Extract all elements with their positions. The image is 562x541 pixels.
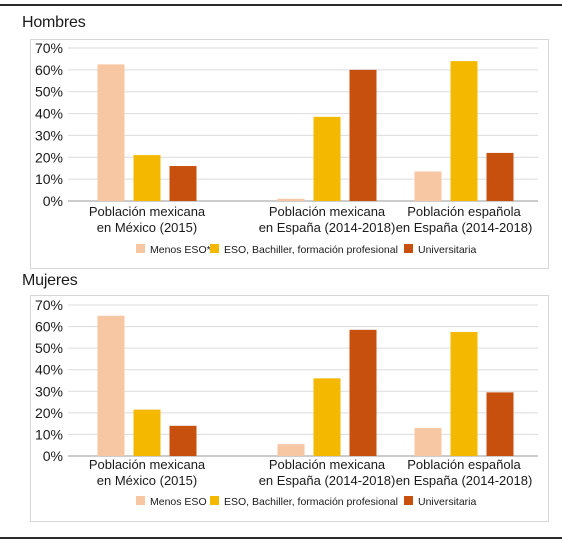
legend-swatch [210,496,219,505]
x-category-label: en España (2014-2018) [396,220,533,235]
chart-title-hombres: Hombres [22,14,86,31]
legend-swatch [136,244,145,253]
y-tick-label: 50% [35,340,63,356]
x-category-label: en España (2014-2018) [396,473,533,488]
bar [133,155,161,201]
y-tick-label: 70% [35,40,63,56]
bar [97,315,125,456]
y-tick-label: 20% [35,405,63,421]
y-tick-label: 60% [35,62,63,78]
y-tick-label: 10% [35,426,63,442]
y-tick-label: 60% [35,319,63,335]
y-tick-label: 0% [43,193,63,209]
legend-swatch [136,496,145,505]
legend-label: ESO, Bachiller, formación profesional [224,496,398,508]
x-category-label: en México (2015) [97,473,197,488]
x-category-label: Población mexicana [89,204,206,219]
legend-swatch [210,244,219,253]
x-category-label: Población mexicana [269,204,386,219]
bar [313,378,341,456]
legend-swatch [404,496,413,505]
chart-hombres: 0% 10% 20% 30% 40% 50% 60% 70% Población mexican… [35,40,538,256]
x-category-label: en España (2014-2018) [259,220,396,235]
bar [97,64,125,202]
y-tick-label: 0% [43,448,63,464]
bar [169,166,197,201]
y-tick-label: 50% [35,84,63,100]
bar [349,69,377,201]
bottom-rule [0,537,562,539]
x-category-label: en España (2014-2018) [259,473,396,488]
x-category-label: Población mexicana [269,457,386,472]
y-tick-label: 40% [35,106,63,122]
x-category-label: Población española [407,204,521,219]
bar [277,198,305,201]
chart-title-mujeres: Mujeres [22,272,78,289]
y-tick-label: 30% [35,383,63,399]
legend-label: Menos ESO [150,496,207,508]
legend-label: ESO, Bachiller, formación profesional [224,244,398,256]
legend-swatch [404,244,413,253]
bar [414,171,442,201]
bar [349,329,377,456]
bar [277,444,305,456]
bar [486,152,514,201]
bar [414,427,442,456]
legend-label: Universitaria [418,244,477,256]
y-tick-label: 70% [35,297,63,313]
top-rule [0,4,562,6]
legend-label: Menos ESO** [150,244,215,256]
bar [169,425,197,456]
y-tick-label: 10% [35,171,63,187]
x-category-label: en México (2015) [97,220,197,235]
y-tick-label: 20% [35,149,63,165]
bar [450,331,478,456]
bar [486,392,514,456]
bar [313,116,341,201]
bar [450,61,478,201]
legend-label: Universitaria [418,496,477,508]
y-tick-label: 40% [35,362,63,378]
bar [133,409,161,456]
x-category-label: Población española [407,457,521,472]
x-category-label: Población mexicana [89,457,206,472]
y-tick-label: 30% [35,127,63,143]
